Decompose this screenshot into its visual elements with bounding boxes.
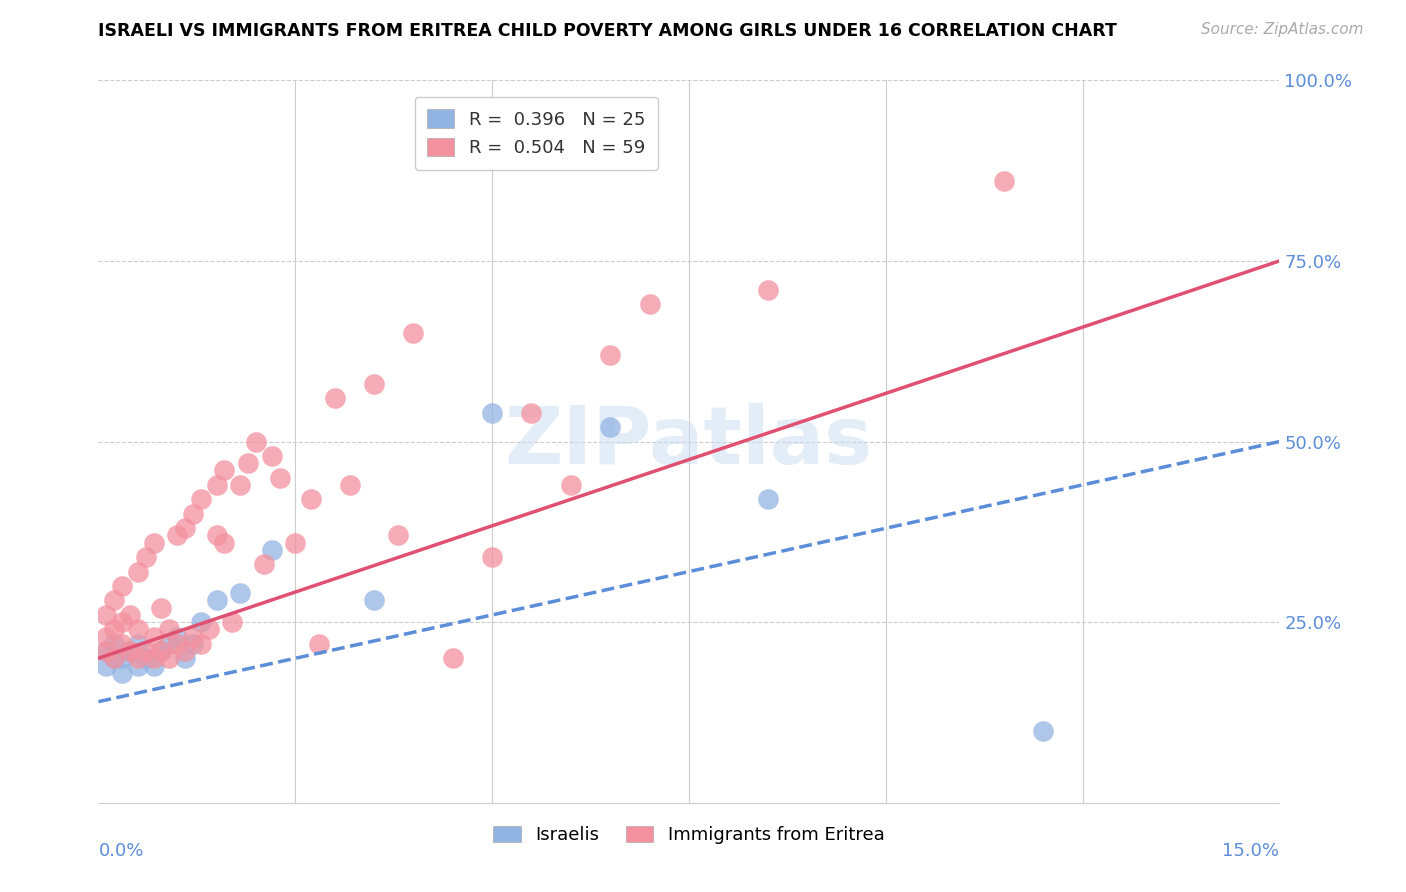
Point — [96, 630, 118, 644]
Point — [135, 644, 157, 658]
Point — [599, 420, 621, 434]
Point — [96, 658, 118, 673]
Point — [150, 644, 173, 658]
Point — [174, 651, 197, 665]
Point — [363, 376, 385, 391]
Point — [135, 550, 157, 565]
Point — [269, 470, 291, 484]
Point — [103, 593, 125, 607]
Point — [299, 492, 322, 507]
Point — [142, 630, 165, 644]
Point — [118, 607, 141, 622]
Text: ZIPatlas: ZIPatlas — [505, 402, 873, 481]
Point — [150, 600, 173, 615]
Point — [323, 391, 346, 405]
Point — [103, 623, 125, 637]
Point — [103, 651, 125, 665]
Point — [236, 456, 259, 470]
Point — [481, 550, 503, 565]
Point — [103, 651, 125, 665]
Point — [560, 478, 582, 492]
Point — [127, 658, 149, 673]
Text: ISRAELI VS IMMIGRANTS FROM ERITREA CHILD POVERTY AMONG GIRLS UNDER 16 CORRELATIO: ISRAELI VS IMMIGRANTS FROM ERITREA CHILD… — [98, 22, 1118, 40]
Point — [229, 478, 252, 492]
Point — [111, 651, 134, 665]
Point — [118, 644, 141, 658]
Point — [190, 492, 212, 507]
Point — [190, 637, 212, 651]
Point — [166, 630, 188, 644]
Point — [157, 623, 180, 637]
Point — [103, 637, 125, 651]
Point — [111, 665, 134, 680]
Point — [221, 615, 243, 630]
Point — [181, 507, 204, 521]
Point — [142, 658, 165, 673]
Point — [150, 644, 173, 658]
Point — [127, 637, 149, 651]
Point — [111, 637, 134, 651]
Text: 0.0%: 0.0% — [98, 842, 143, 860]
Point — [993, 174, 1015, 188]
Point — [205, 528, 228, 542]
Point — [756, 492, 779, 507]
Point — [174, 521, 197, 535]
Point — [441, 651, 464, 665]
Point — [284, 535, 307, 549]
Point — [96, 607, 118, 622]
Text: 15.0%: 15.0% — [1222, 842, 1279, 860]
Point — [127, 623, 149, 637]
Point — [157, 651, 180, 665]
Point — [1032, 723, 1054, 738]
Point — [260, 449, 283, 463]
Point — [181, 637, 204, 651]
Point — [245, 434, 267, 449]
Point — [190, 615, 212, 630]
Point — [111, 615, 134, 630]
Point — [111, 579, 134, 593]
Point — [520, 406, 543, 420]
Point — [174, 644, 197, 658]
Point — [402, 326, 425, 340]
Text: Source: ZipAtlas.com: Source: ZipAtlas.com — [1201, 22, 1364, 37]
Point — [599, 348, 621, 362]
Point — [756, 283, 779, 297]
Point — [181, 630, 204, 644]
Point — [205, 593, 228, 607]
Point — [387, 528, 409, 542]
Point — [253, 558, 276, 572]
Point — [127, 651, 149, 665]
Point — [118, 644, 141, 658]
Point — [308, 637, 330, 651]
Point — [142, 651, 165, 665]
Point — [638, 297, 661, 311]
Point — [481, 406, 503, 420]
Point — [214, 463, 236, 477]
Point — [197, 623, 219, 637]
Point — [96, 644, 118, 658]
Point — [142, 535, 165, 549]
Point — [166, 528, 188, 542]
Point — [127, 565, 149, 579]
Point — [135, 651, 157, 665]
Point — [363, 593, 385, 607]
Point — [205, 478, 228, 492]
Point — [229, 586, 252, 600]
Point — [214, 535, 236, 549]
Point — [157, 637, 180, 651]
Point — [339, 478, 361, 492]
Point — [96, 644, 118, 658]
Point — [166, 637, 188, 651]
Legend: Israelis, Immigrants from Eritrea: Israelis, Immigrants from Eritrea — [486, 819, 891, 852]
Point — [260, 542, 283, 557]
